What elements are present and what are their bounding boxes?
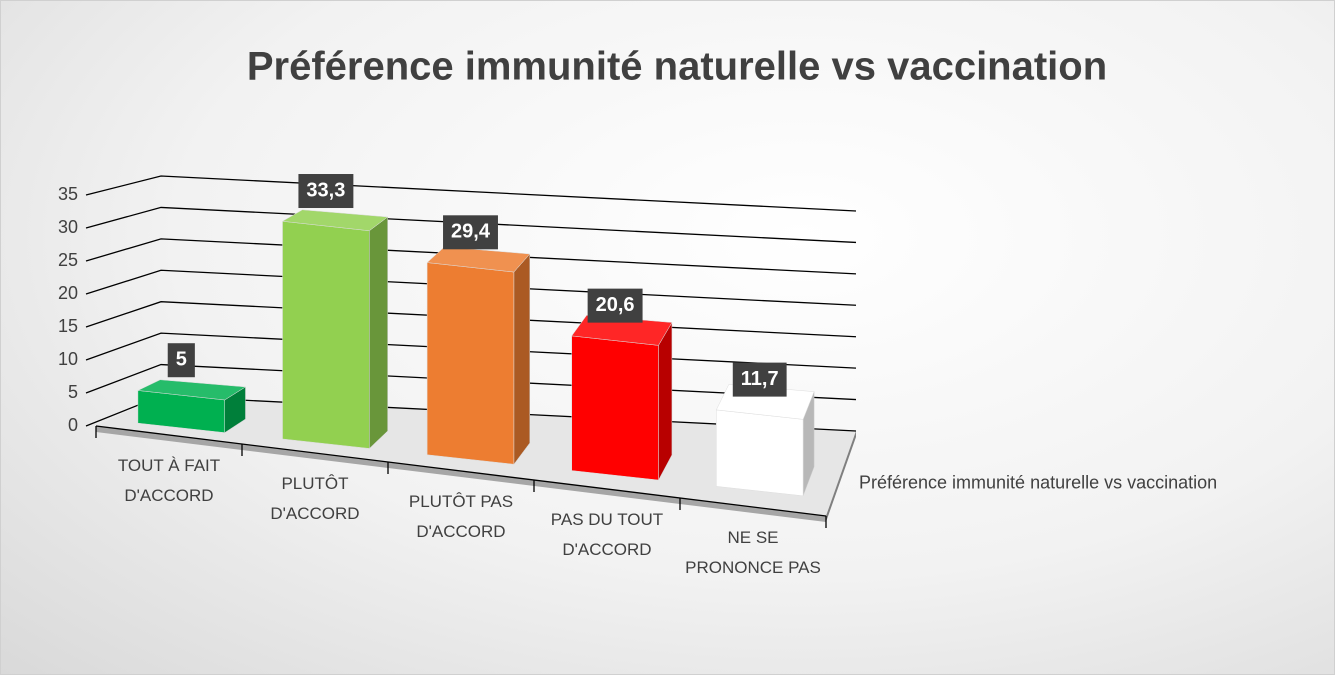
grid-line (85, 175, 857, 212)
bar-top (137, 379, 247, 401)
x-axis (95, 425, 827, 517)
bar-side (513, 253, 531, 465)
bar-top (426, 246, 531, 273)
y-tick-label: 0 (68, 415, 78, 435)
grid-line (85, 206, 857, 244)
bar-side (369, 216, 388, 450)
x-tick-label: PAS DU TOUT D'ACCORD (550, 510, 664, 559)
chart-title: Préférence immunité naturelle vs vaccina… (247, 45, 1107, 89)
y-tick-label: 10 (58, 349, 78, 369)
x-tick-label: TOUT À FAIT D'ACCORD (117, 456, 221, 505)
series-label: Préférence immunité naturelle vs vaccina… (859, 472, 1217, 492)
value-label: 29,4 (451, 221, 491, 243)
bar-front (426, 262, 515, 465)
bar-front (716, 409, 804, 497)
value-label-box (167, 343, 195, 378)
y-tick-label: 25 (58, 250, 78, 270)
x-tick-label: NE SE PRONONCE PAS (685, 528, 821, 577)
bar-front (571, 335, 659, 481)
x-tick-label: PLUTÔT D'ACCORD (270, 474, 360, 523)
value-label-box (587, 288, 643, 323)
bar-top (571, 315, 673, 346)
y-tick-label: 35 (58, 184, 78, 204)
bar-side (658, 321, 673, 481)
value-label: 33,3 (306, 179, 345, 201)
value-label: 20,6 (596, 294, 635, 316)
x-tick-label: PLUTÔT PAS D'ACCORD (408, 492, 514, 541)
value-label: 5 (176, 348, 187, 370)
grid-line (85, 238, 857, 275)
floor-edge (96, 426, 826, 522)
bar-front (282, 220, 370, 449)
value-label: 11,7 (741, 368, 779, 390)
y-tick-label: 15 (58, 316, 78, 336)
y-tick-label: 20 (58, 283, 78, 303)
y-tick-label: 5 (68, 382, 78, 402)
bar-top (281, 209, 389, 232)
value-label-box (443, 215, 498, 250)
y-tick-label: 30 (58, 217, 78, 237)
value-label-box (298, 174, 354, 209)
value-label-box (732, 362, 787, 397)
floor-edge (826, 431, 856, 522)
